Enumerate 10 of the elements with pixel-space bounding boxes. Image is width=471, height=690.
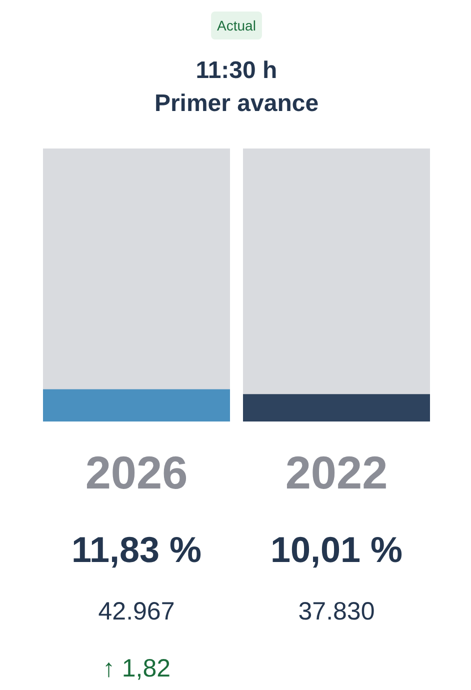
data-label: 10,01 % — [270, 529, 403, 570]
text: 42.967 — [98, 598, 175, 626]
x-tick-label: 2022 — [285, 446, 388, 498]
data-label: 11,83 % — [71, 529, 202, 570]
text: Actual — [217, 18, 256, 34]
chart-subtitle: Primer avance — [154, 90, 319, 117]
text: 37.830 — [298, 598, 375, 626]
x-tick-label: 2026 — [85, 446, 188, 498]
text: ↑ 1,82 — [102, 654, 171, 682]
chart-title: 11:30 h — [196, 57, 278, 84]
